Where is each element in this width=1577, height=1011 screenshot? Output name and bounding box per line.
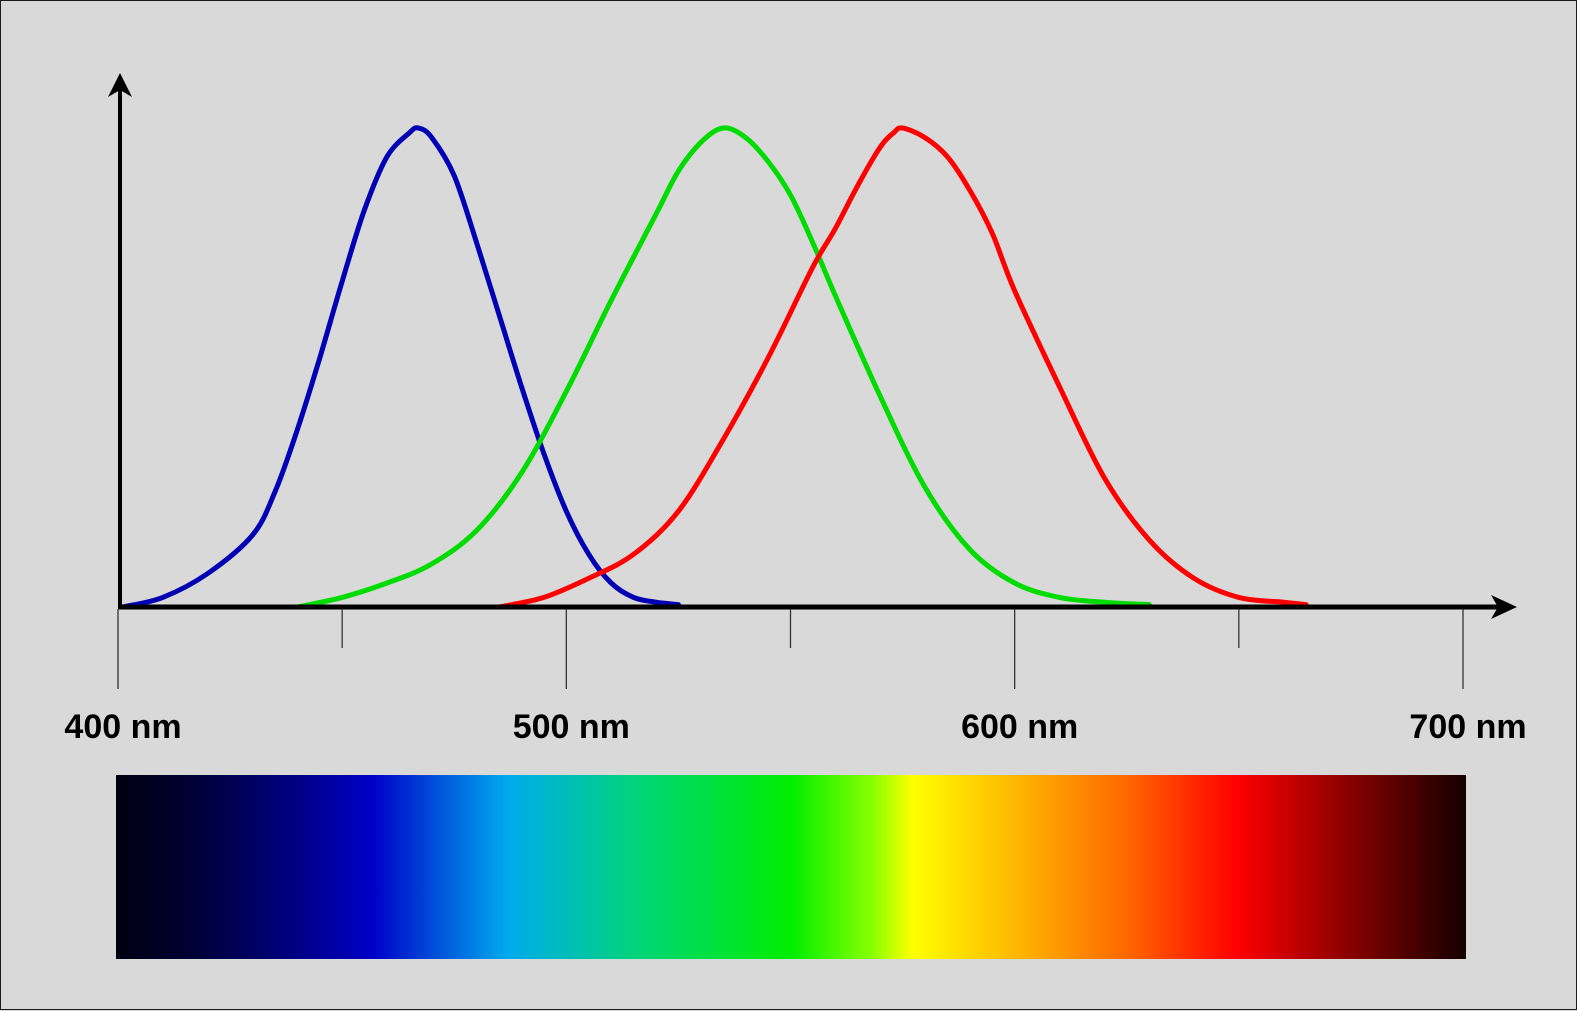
x-tick-labels: 400 nm 500 nm 600 nm 700 nm bbox=[64, 708, 1526, 746]
x-tick-label-400: 400 nm bbox=[64, 708, 181, 746]
x-tick-label-500: 500 nm bbox=[513, 708, 630, 746]
y-axis-arrow bbox=[108, 73, 132, 97]
series-line-0 bbox=[120, 125, 681, 610]
visible-spectrum-bar bbox=[116, 775, 1466, 959]
axes bbox=[108, 73, 1517, 619]
response-curves bbox=[120, 125, 1309, 610]
x-ticks bbox=[117, 609, 1464, 689]
x-tick-label-600: 600 nm bbox=[961, 708, 1078, 746]
series-line-2 bbox=[496, 125, 1309, 610]
series-line-1 bbox=[294, 125, 1152, 610]
x-axis-arrow bbox=[1491, 595, 1517, 619]
x-tick-label-700: 700 nm bbox=[1409, 708, 1526, 746]
